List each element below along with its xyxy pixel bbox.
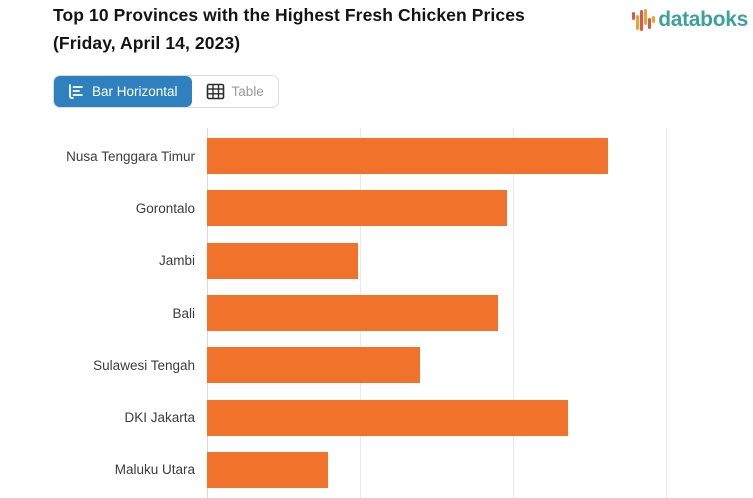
chart-view-toggle: Bar Horizontal Table [53,75,279,108]
chart-row: Jambi [0,235,753,287]
table-label: Table [231,84,264,99]
bar[interactable] [207,190,507,227]
bar-label: Gorontalo [135,200,195,216]
bar-label: DKI Jakarta [124,410,195,426]
databoks-pulse-bars-icon [632,7,656,33]
table-button[interactable]: Table [192,76,278,107]
chart-row: DKI Jakarta [0,391,753,443]
gridline [666,128,667,498]
chart-row: Sulawesi Tengah [0,339,753,391]
bar[interactable] [207,138,608,175]
databoks-logo-text: databoks [658,8,748,31]
gridline [513,128,514,498]
bar-label: Nusa Tenggara Timur [66,148,195,164]
chart-row: Nusa Tenggara Timur [0,130,753,182]
bar-label: Maluku Utara [114,462,195,478]
page-title: Top 10 Provinces with the Highest Fresh … [53,5,525,53]
databoks-logo[interactable]: databoks [632,7,748,33]
bar-chart: Nusa Tenggara Timur Gorontalo Jambi Bali… [0,128,753,498]
bar[interactable] [207,347,420,384]
bar-horizontal-label: Bar Horizontal [92,84,178,99]
chart-rows: Nusa Tenggara Timur Gorontalo Jambi Bali… [0,130,753,496]
bar[interactable] [207,242,358,279]
bar[interactable] [207,451,328,488]
chart-row: Gorontalo [0,182,753,234]
chart-row: Bali [0,287,753,339]
bar-horizontal-button[interactable]: Bar Horizontal [54,76,192,107]
bar-label: Sulawesi Tengah [93,357,195,373]
table-icon [206,83,224,100]
bar-horizontal-icon [69,84,83,99]
bar[interactable] [207,399,568,436]
bar[interactable] [207,295,498,332]
bar-label: Bali [172,305,195,321]
bar-label: Jambi [158,253,195,269]
chart-row: Maluku Utara [0,444,753,496]
